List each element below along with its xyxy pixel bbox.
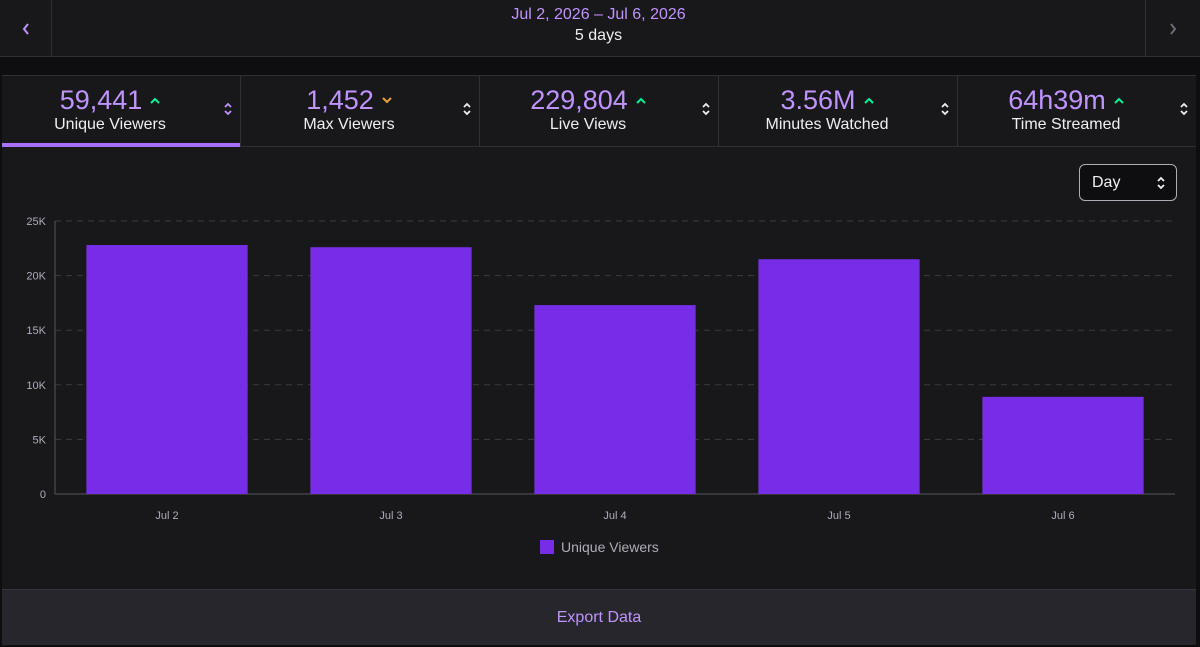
bar	[310, 247, 472, 494]
chevron-right-icon	[1170, 22, 1177, 35]
stat-value: 229,804	[530, 85, 628, 115]
sort-icon[interactable]	[223, 101, 233, 122]
trend-up-icon	[636, 97, 646, 104]
stat-value: 3.56M	[780, 85, 856, 115]
stat-label: Live Views	[549, 116, 627, 133]
stat-value: 1,452	[306, 85, 374, 115]
stat-value-row: 64h39m	[958, 85, 1174, 116]
stat-label: Time Streamed	[1011, 116, 1121, 133]
y-tick-label: 10K	[26, 380, 46, 392]
y-tick-label: 15K	[26, 325, 46, 337]
previous-period-button[interactable]	[0, 0, 52, 57]
y-tick-label: 0	[40, 489, 46, 501]
interval-select[interactable]: Day	[1079, 164, 1177, 201]
analytics-panel: 59,441 Unique Viewers 1,452 Max Viewers	[2, 75, 1196, 645]
x-tick-label: Jul 5	[827, 510, 850, 522]
bar	[982, 396, 1144, 494]
date-range-display: Jul 2, 2026 – Jul 6, 2026 5 days	[52, 0, 1145, 57]
tab-unique-viewers[interactable]: 59,441 Unique Viewers	[2, 76, 241, 147]
trend-down-icon	[382, 97, 392, 104]
stat-label: Unique Viewers	[54, 116, 166, 133]
trend-up-icon	[863, 97, 874, 104]
stat-value: 59,441	[59, 85, 143, 115]
stats-tabs: 59,441 Unique Viewers 1,452 Max Viewers	[2, 76, 1196, 147]
bar	[534, 305, 696, 494]
sort-icon[interactable]	[462, 101, 472, 122]
trend-up-icon	[1114, 97, 1124, 104]
stat-value: 64h39m	[1008, 85, 1106, 115]
tab-max-viewers[interactable]: 1,452 Max Viewers	[241, 76, 480, 146]
bar	[86, 245, 248, 494]
chevron-updown-icon	[1156, 175, 1166, 196]
y-tick-label: 20K	[26, 271, 46, 283]
interval-select-value: Day	[1092, 174, 1121, 191]
duration-text: 5 days	[574, 27, 623, 44]
x-tick-label: Jul 3	[379, 510, 402, 522]
sort-icon[interactable]	[1179, 101, 1189, 122]
tab-live-views[interactable]: 229,804 Live Views	[480, 76, 719, 146]
legend-label: Unique Viewers	[561, 539, 659, 555]
tab-minutes-watched[interactable]: 3.56M Minutes Watched	[719, 76, 958, 146]
stat-label: Max Viewers	[303, 116, 395, 133]
y-tick-label: 25K	[26, 216, 46, 228]
y-tick-label: 5K	[33, 434, 47, 446]
export-data-button[interactable]: Export Data	[2, 589, 1196, 645]
next-period-button[interactable]	[1145, 0, 1200, 57]
trend-up-icon	[150, 97, 161, 104]
stat-label: Minutes Watched	[765, 116, 889, 133]
stat-value-row: 59,441	[2, 85, 218, 116]
x-tick-label: Jul 4	[603, 510, 626, 522]
chevron-left-icon	[22, 22, 29, 35]
sort-icon[interactable]	[701, 101, 711, 122]
tab-time-streamed[interactable]: 64h39m Time Streamed	[958, 76, 1196, 146]
date-range-bar: Jul 2, 2026 – Jul 6, 2026 5 days	[0, 0, 1200, 57]
stat-value-row: 1,452	[241, 85, 457, 116]
date-range-text: Jul 2, 2026 – Jul 6, 2026	[511, 6, 686, 23]
legend-swatch	[540, 540, 554, 554]
unique-viewers-bar-chart: 0 5K 10K 15K 20K 25K Jul 2 Jul 3 Jul 4 Jul 5 Jul 6…	[26, 216, 1175, 555]
x-tick-label: Jul 2	[155, 510, 178, 522]
x-tick-label: Jul 6	[1051, 510, 1074, 522]
sort-icon[interactable]	[940, 101, 950, 122]
active-tab-indicator	[2, 143, 240, 147]
stat-value-row: 229,804	[480, 85, 696, 116]
bar	[758, 259, 920, 494]
stat-value-row: 3.56M	[719, 85, 935, 116]
